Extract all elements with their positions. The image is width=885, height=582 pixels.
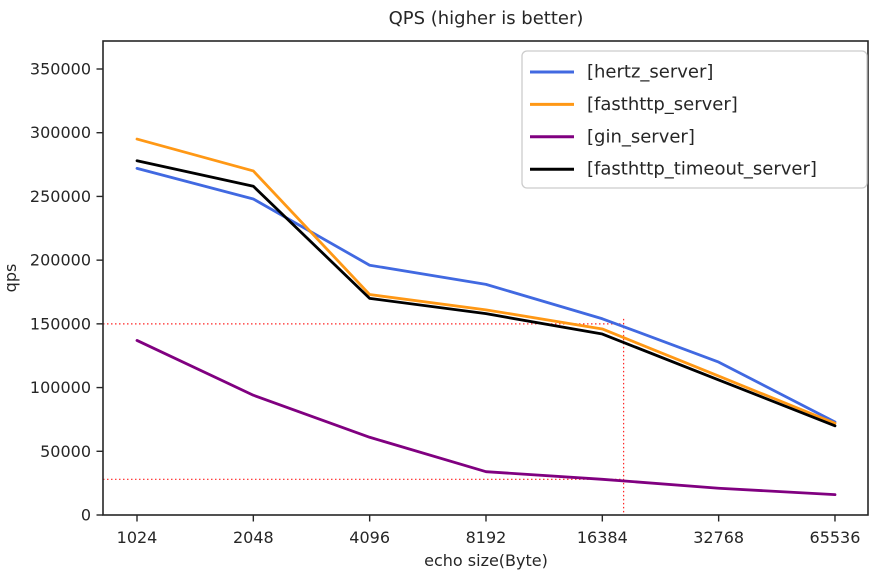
series-line-fasthttp_timeout_server	[135, 159, 837, 428]
x-tick-label: 65536	[810, 528, 861, 547]
y-tick-label: 0	[81, 506, 91, 525]
y-tick-label: 350000	[30, 60, 91, 79]
legend: [hertz_server] [fasthttp_server] [gin_serv…	[521, 50, 868, 189]
x-axis-ticks: 1024 2048 4096 8192 16384 32768 65536	[117, 515, 861, 547]
y-tick-label: 250000	[30, 187, 91, 206]
series-line-hertz_server	[135, 166, 837, 424]
series-line-gin_server	[135, 339, 837, 497]
x-tick-label: 16384	[577, 528, 628, 547]
x-axis-label: echo size(Byte)	[424, 551, 548, 570]
y-tick-label: 50000	[40, 442, 91, 461]
x-tick-label: 1024	[117, 528, 158, 547]
legend-label: [fasthttp_server]	[587, 94, 738, 115]
y-tick-label: 300000	[30, 123, 91, 142]
x-tick-label: 8192	[466, 528, 507, 547]
y-axis-label: qps	[1, 264, 20, 293]
crosshair-annotation	[103, 318, 625, 515]
series-line-fasthttp_server	[135, 137, 837, 425]
x-tick-label: 2048	[233, 528, 274, 547]
x-tick-label: 32768	[693, 528, 744, 547]
y-tick-label: 100000	[30, 378, 91, 397]
legend-label: [gin_server]	[587, 126, 695, 147]
y-tick-label: 200000	[30, 251, 91, 270]
y-axis-ticks: 0 50000 100000 150000 200000 250000 300000 3500…	[30, 60, 103, 525]
chart-title: QPS (higher is better)	[389, 8, 584, 29]
legend-box	[521, 50, 868, 189]
legend-label: [fasthttp_timeout_server]	[587, 159, 817, 180]
y-tick-label: 150000	[30, 314, 91, 333]
legend-label: [hertz_server]	[587, 62, 713, 83]
series-lines	[135, 137, 837, 497]
x-tick-label: 4096	[349, 528, 390, 547]
